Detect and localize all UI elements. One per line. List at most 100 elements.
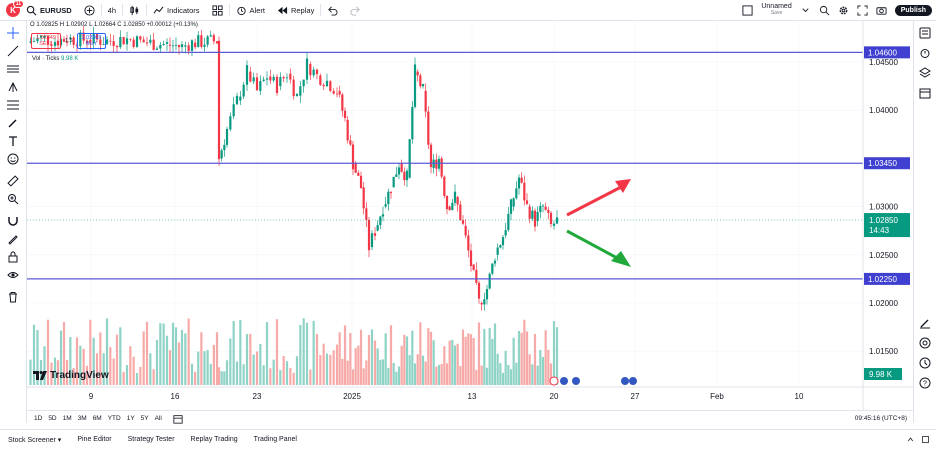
- pencil-chart-icon[interactable]: [919, 317, 931, 329]
- crosshair-icon[interactable]: [7, 27, 19, 39]
- pitchfork-icon[interactable]: [7, 81, 19, 93]
- maximize-icon[interactable]: [921, 435, 930, 444]
- fib-icon[interactable]: [7, 99, 19, 111]
- horizontal-levels[interactable]: [27, 51, 863, 280]
- publish-button[interactable]: Publish: [894, 4, 932, 16]
- symbol-search[interactable]: EURUSD: [20, 0, 78, 20]
- templates-button[interactable]: [206, 0, 229, 20]
- indicators-button[interactable]: Indicators: [147, 0, 206, 20]
- ruler-icon[interactable]: [7, 175, 19, 187]
- horizontal-lines-icon[interactable]: [7, 63, 19, 75]
- range-all[interactable]: All: [154, 415, 162, 422]
- trash-icon[interactable]: [7, 291, 19, 303]
- flag-us-icon-2[interactable]: [621, 377, 629, 385]
- candle-body: [461, 220, 465, 224]
- candle-body: [413, 64, 417, 107]
- level-label: 1.02250: [868, 275, 897, 284]
- interval-button[interactable]: 4h: [102, 0, 122, 20]
- candle-body: [341, 94, 344, 111]
- bottom-tab-stock-screener[interactable]: Stock Screener ▾: [8, 436, 62, 444]
- range-1y[interactable]: 1Y: [126, 415, 135, 422]
- alert-button[interactable]: Alert: [230, 0, 271, 20]
- camera-icon[interactable]: [876, 5, 887, 16]
- candle-body: [206, 36, 209, 45]
- flag-eu-icon-2[interactable]: [629, 377, 637, 385]
- volume-bar: [405, 336, 409, 385]
- volume-bar: [456, 343, 459, 385]
- layout-name[interactable]: Unnamed Save: [761, 3, 791, 17]
- fullscreen-icon[interactable]: [857, 4, 868, 16]
- tradingview-logo[interactable]: TradingView: [33, 370, 109, 381]
- bottom-tab-replay-trading[interactable]: Replay Trading: [190, 435, 238, 443]
- candle-body: [72, 37, 75, 45]
- ideas-icon[interactable]: [919, 357, 931, 369]
- gear-icon[interactable]: [838, 5, 849, 16]
- volume-bar: [413, 363, 417, 385]
- candle-body: [523, 182, 526, 201]
- calendar-range-icon[interactable]: [173, 414, 183, 424]
- range-1d[interactable]: 1D: [34, 415, 43, 422]
- chart-type-button[interactable]: [123, 0, 146, 20]
- brush-icon[interactable]: [7, 117, 19, 129]
- candle-body: [387, 191, 390, 205]
- candle-body: [373, 233, 377, 236]
- candle-body: [225, 128, 229, 145]
- volume-bars: [29, 318, 559, 385]
- lock-icon[interactable]: [7, 251, 19, 263]
- chevron-down-icon[interactable]: [800, 5, 811, 16]
- sell-button[interactable]: 1.02849 SELL: [31, 33, 61, 49]
- bottom-tab-trading-panel[interactable]: Trading Panel: [253, 435, 297, 443]
- range-5y[interactable]: 5Y: [140, 415, 149, 422]
- layout-select-icon[interactable]: [742, 4, 753, 16]
- quick-search-icon[interactable]: [819, 5, 830, 16]
- range-ytd[interactable]: YTD: [107, 415, 121, 422]
- candle-body: [184, 45, 187, 47]
- clock-timezone[interactable]: 09:45:16 (UTC+8): [854, 415, 907, 422]
- bottom-tab-strategy-tester[interactable]: Strategy Tester: [127, 435, 175, 443]
- text-icon[interactable]: [7, 135, 19, 147]
- volume-bar: [275, 319, 279, 385]
- zoom-in-icon[interactable]: [7, 193, 19, 205]
- trend-line-icon[interactable]: [7, 45, 19, 57]
- magnet-icon[interactable]: [7, 215, 19, 227]
- buy-button[interactable]: 1.02869 BUY: [76, 33, 107, 49]
- watchlist-icon[interactable]: [919, 27, 931, 39]
- event-flash-icon[interactable]: [549, 376, 559, 386]
- price-axis[interactable]: 1.04500 1.04000 1.03000 1.02500 1.02000 1.015…: [869, 58, 898, 356]
- candle-body: [427, 111, 430, 145]
- volume-bar: [416, 354, 419, 385]
- compare-symbol-button[interactable]: [78, 0, 101, 20]
- candle-body: [65, 41, 69, 43]
- flag-eu-icon[interactable]: [572, 377, 580, 385]
- time-axis[interactable]: 9 16 23 2025 13 20 27 Feb 10: [89, 392, 804, 401]
- candle-body: [105, 39, 109, 45]
- volume-bar: [440, 363, 443, 385]
- range-3m[interactable]: 3M: [77, 415, 87, 422]
- target-icon[interactable]: [919, 337, 931, 349]
- replay-button[interactable]: Replay: [271, 0, 320, 20]
- bottom-tab-pine-editor[interactable]: Pine Editor: [77, 435, 112, 443]
- alarm-clock-icon[interactable]: [919, 47, 931, 59]
- candle-body: [102, 44, 105, 46]
- volume-bar: [429, 331, 433, 385]
- price-tick: 1.01500: [869, 347, 898, 356]
- range-1m[interactable]: 1M: [62, 415, 72, 422]
- emoji-icon[interactable]: [7, 153, 19, 165]
- user-avatar[interactable]: K 11: [6, 0, 24, 17]
- help-icon[interactable]: ?: [919, 377, 931, 389]
- range-5d[interactable]: 5D: [48, 415, 57, 422]
- price-chart[interactable]: 1.04500 1.04000 1.03000 1.02500 1.02000 1.015…: [27, 21, 913, 410]
- volume-bar: [272, 359, 275, 385]
- redo-button[interactable]: [344, 0, 367, 20]
- eye-icon[interactable]: [7, 269, 19, 281]
- lock-pencil-icon[interactable]: [7, 233, 19, 245]
- price-tick: 1.03000: [869, 203, 898, 212]
- undo-button[interactable]: [321, 0, 344, 20]
- candle-body: [232, 104, 235, 117]
- flag-us-icon[interactable]: [560, 377, 568, 385]
- range-6m[interactable]: 6M: [92, 415, 102, 422]
- calendar-icon[interactable]: [919, 87, 931, 99]
- layers-icon[interactable]: [919, 67, 931, 79]
- event-markers[interactable]: [549, 376, 637, 386]
- chevron-up-icon[interactable]: [906, 435, 915, 444]
